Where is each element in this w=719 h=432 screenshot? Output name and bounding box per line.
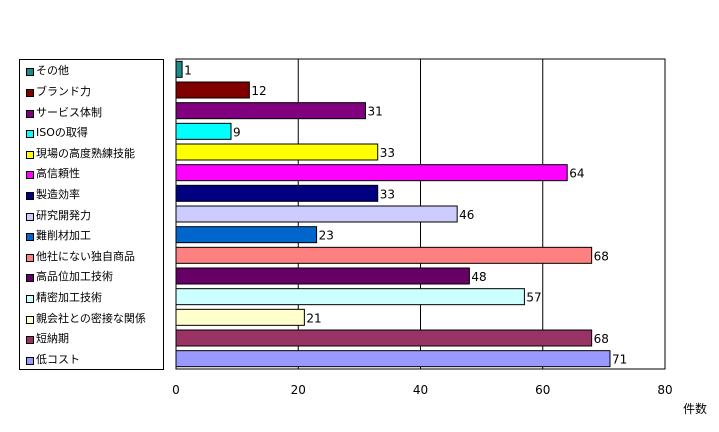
legend-label: その他 [36,64,69,78]
data-label: 31 [367,105,382,119]
legend-swatch [26,294,34,303]
legend-label: 研究開発力 [36,208,91,222]
legend-label: 精密加工技術 [36,290,102,304]
data-label: 1 [184,63,192,77]
data-label: 12 [251,84,266,98]
bar [175,226,318,244]
legend-swatch [26,356,34,365]
legend-label: 低コスト [36,352,80,366]
data-label: 68 [594,249,609,263]
data-label: 46 [459,208,474,222]
data-label: 71 [612,353,627,367]
legend-swatch [26,191,34,200]
data-label: 33 [380,187,395,201]
legend-swatch [26,150,34,159]
legend-swatch [26,336,34,345]
x-tick-label: 40 [413,383,428,397]
legend-label: 現場の高度熟練技能 [36,146,135,160]
data-label: 21 [306,311,321,325]
data-label: 23 [319,229,334,243]
data-label: 48 [471,270,486,284]
legend-label: 親会社との密接な関係 [36,311,146,325]
legend-swatch [26,315,34,324]
x-tick-label: 0 [172,383,180,397]
bar [175,60,183,78]
legend-swatch [26,109,34,118]
bar [175,246,593,264]
legend: その他ブランド力サービス体制 ISOの取得現場の高度熟練技能 高信頼性製造効率研究開… [19,59,164,370]
bar [175,81,250,99]
legend-swatch [26,130,34,139]
bar [175,267,470,285]
legend-label: 製造効率 [36,187,80,201]
legend-swatch [26,88,34,97]
bar [175,122,232,140]
legend-label: 他社にない独自商品 [36,249,135,263]
bar [175,350,611,368]
bar [175,308,305,326]
data-label: 64 [569,167,584,181]
x-tick-label: 80 [657,383,672,397]
legend-swatch [26,274,34,283]
data-label: 68 [594,332,609,346]
legend-label: 短納期 [36,332,69,346]
data-label: 57 [526,291,541,305]
bar [175,205,458,223]
legend-label: 難削材加工 [36,229,91,243]
data-label: 33 [380,146,395,160]
x-tick-label: 60 [535,383,550,397]
x-axis-unit-label: 件数 [683,402,708,416]
bar [175,143,379,161]
bar [175,288,525,306]
legend-label: サービス体制 [36,105,102,119]
x-tick-label: 20 [291,383,306,397]
legend-swatch [26,171,34,180]
legend-swatch [26,68,34,77]
legend-swatch [26,233,34,242]
legend-label: ISOの取得 [36,126,88,140]
legend-label: 高信頼性 [36,167,80,181]
bar [175,102,366,120]
legend-label: ブランド力 [36,84,91,98]
legend-swatch [26,253,34,262]
bar [175,184,379,202]
data-label: 9 [233,125,241,139]
bar [175,329,593,347]
legend-swatch [26,212,34,221]
legend-label: 高品位加工技術 [36,270,113,284]
bar [175,164,568,182]
